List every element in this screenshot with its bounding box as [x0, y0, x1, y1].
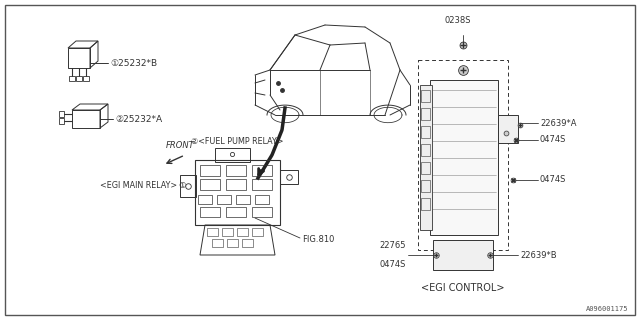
Bar [72, 110, 100, 128]
Bar [222, 228, 233, 236]
Text: 22765: 22765 [380, 241, 406, 250]
Text: <EGI CONTROL>: <EGI CONTROL> [421, 283, 505, 293]
Text: <EGI MAIN RELAY>: <EGI MAIN RELAY> [100, 181, 177, 190]
Text: 0238S: 0238S [445, 16, 471, 25]
Text: 0474S: 0474S [540, 175, 566, 185]
Bar [212, 239, 223, 247]
Bar [252, 207, 272, 217]
Text: 22639*B: 22639*B [520, 251, 557, 260]
Bar [217, 195, 231, 204]
Text: A096001175: A096001175 [586, 306, 628, 312]
Bar [69, 76, 75, 81]
Bar [252, 228, 263, 236]
Bar [421, 126, 430, 138]
Bar [200, 179, 220, 190]
Text: ②25232*A: ②25232*A [115, 115, 162, 124]
Bar [76, 76, 82, 81]
Bar [421, 162, 430, 174]
Bar [195, 160, 280, 225]
Bar [420, 85, 432, 230]
Bar [200, 165, 220, 176]
Text: 22639*A: 22639*A [540, 118, 577, 127]
Bar [59, 118, 64, 124]
Bar [237, 228, 248, 236]
Bar [430, 80, 498, 235]
Bar [421, 198, 430, 210]
Text: 0474S: 0474S [380, 260, 406, 269]
Bar [421, 144, 430, 156]
Bar [280, 170, 298, 184]
Bar [198, 195, 212, 204]
Bar [59, 111, 64, 117]
Bar [227, 239, 238, 247]
Bar [83, 76, 89, 81]
Bar [226, 179, 246, 190]
Text: 0474S: 0474S [540, 135, 566, 145]
Bar [236, 195, 250, 204]
Text: ①: ① [178, 181, 186, 190]
Bar [180, 175, 196, 197]
Bar [242, 239, 253, 247]
Bar [207, 228, 218, 236]
Bar [226, 165, 246, 176]
Bar [200, 207, 220, 217]
Text: ①25232*B: ①25232*B [110, 59, 157, 68]
Bar [421, 108, 430, 120]
Bar [418, 60, 508, 250]
Text: FRONT: FRONT [166, 141, 195, 150]
Bar [215, 148, 250, 162]
Bar [421, 180, 430, 192]
Text: ②<FUEL PUMP RELAY>: ②<FUEL PUMP RELAY> [191, 138, 284, 147]
Bar [252, 179, 272, 190]
Bar [421, 90, 430, 102]
Bar [433, 240, 493, 270]
Text: FIG.810: FIG.810 [302, 236, 334, 244]
Bar [68, 48, 90, 68]
Bar [255, 195, 269, 204]
Bar [226, 207, 246, 217]
Bar [498, 115, 518, 143]
Bar [252, 165, 272, 176]
